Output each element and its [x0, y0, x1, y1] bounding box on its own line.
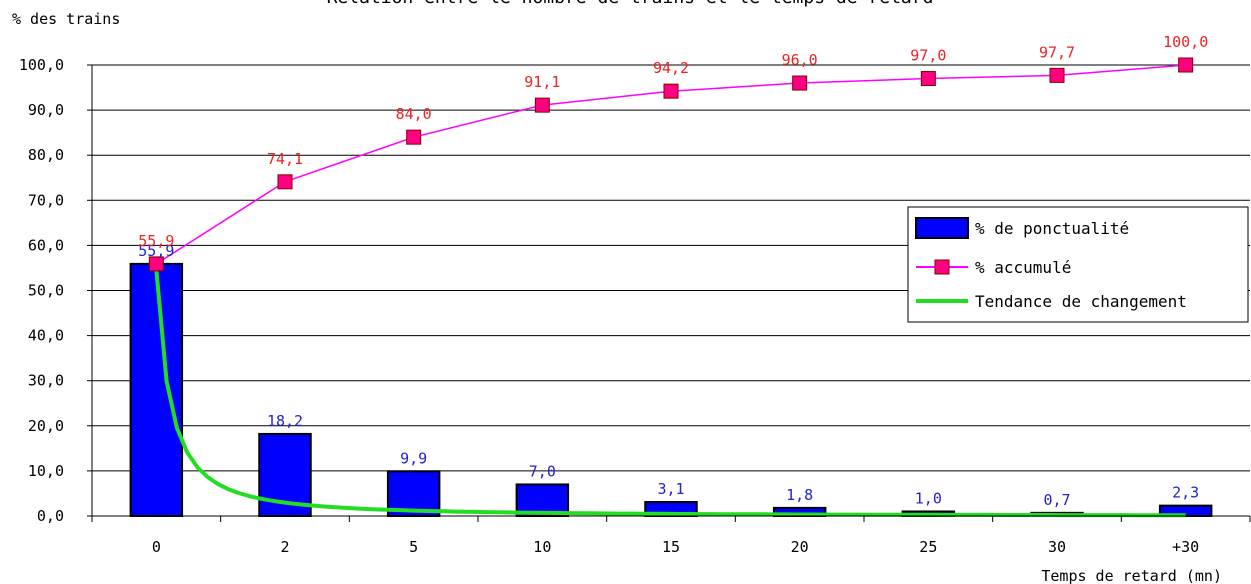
x-tick-label: 25 [919, 538, 937, 556]
y-tick-label: 60,0 [28, 236, 64, 254]
trend-curve [154, 269, 1186, 518]
cumulative-value-label: 100,0 [1163, 33, 1208, 51]
y-tick-label: 30,0 [28, 372, 64, 390]
axes: 0,0 10,0 20,0 30,0 40,0 50,0 60,0 70,0 80,0 90,0 1… [19, 56, 1251, 556]
y-tick-label: 90,0 [28, 101, 64, 119]
cumulative-value-label: 55,9 [138, 232, 174, 250]
cumulative-value-label: 74,1 [267, 150, 303, 168]
y-tick-label: 70,0 [28, 191, 64, 209]
cumulative-marker [663, 83, 679, 99]
x-tick-label: 30 [1048, 538, 1066, 556]
legend-label-accumule: % accumulé [975, 258, 1071, 277]
y-tick-label: 0,0 [37, 507, 64, 525]
cumulative-value-label: 94,2 [653, 59, 689, 77]
y-axis-label: % des trains [12, 10, 120, 28]
gridlines [92, 64, 1250, 472]
cumulative-marker [1049, 67, 1065, 83]
trend-path [154, 269, 1186, 518]
y-tick-label: 80,0 [28, 146, 64, 164]
cumulative-marker [920, 71, 936, 87]
cumulative-value-label: 84,0 [396, 105, 432, 123]
legend-label-tendance: Tendance de changement [975, 292, 1187, 311]
bar-value-label: 9,9 [400, 449, 427, 467]
x-tick-label: 15 [662, 538, 680, 556]
x-tick-label: 20 [791, 538, 809, 556]
cumulative-value-label: 97,0 [910, 47, 946, 65]
y-tick-label: 40,0 [28, 327, 64, 345]
cumulative-line [148, 57, 1194, 272]
cumulative-value-label: 96,0 [782, 51, 818, 69]
bar-value-label: 1,0 [915, 489, 942, 507]
cumulative-marker [277, 174, 293, 190]
bar-value-label: 3,1 [657, 480, 684, 498]
bar [129, 262, 184, 517]
cumulative-marker [406, 129, 422, 145]
x-tick-label: +30 [1172, 538, 1199, 556]
y-tick-label: 10,0 [28, 462, 64, 480]
bar-value-label: 7,0 [529, 462, 556, 480]
cumulative-value-label: 91,1 [524, 73, 560, 91]
x-tick-label: 2 [280, 538, 289, 556]
legend-swatch-bar [915, 217, 969, 239]
x-tick-label: 5 [409, 538, 418, 556]
y-tick-label: 100,0 [19, 56, 64, 74]
cumulative-value-label: 97,7 [1039, 43, 1075, 61]
data-labels: 55,9 18,2 9,9 7,0 3,1 1,8 1,0 0,7 2,3 55,9 74,1 84,… [138, 33, 1208, 509]
bar-value-label: 18,2 [267, 412, 303, 430]
chart-title: Relation entre le nombre de trains et le… [327, 0, 934, 8]
bar-value-label: 55,9 [138, 242, 174, 260]
x-tick-label: 0 [152, 538, 161, 556]
cumulative-marker [148, 256, 164, 272]
y-tick-label: 20,0 [28, 417, 64, 435]
x-axis-label: Temps de retard (mn) [1041, 567, 1222, 584]
bar-value-label: 2,3 [1172, 484, 1199, 502]
bar-value-label: 0,7 [1043, 491, 1070, 509]
cumulative-marker [1178, 57, 1194, 73]
bar-value-label: 1,8 [786, 486, 813, 504]
legend-swatch-marker [934, 259, 950, 275]
legend: % de ponctualité % accumulé Tendance de … [907, 206, 1249, 323]
y-tick-label: 50,0 [28, 282, 64, 300]
legend-label-ponctualite: % de ponctualité [975, 219, 1129, 238]
cumulative-marker [534, 97, 550, 113]
cumulative-marker [792, 75, 808, 91]
x-tick-label: 10 [533, 538, 551, 556]
